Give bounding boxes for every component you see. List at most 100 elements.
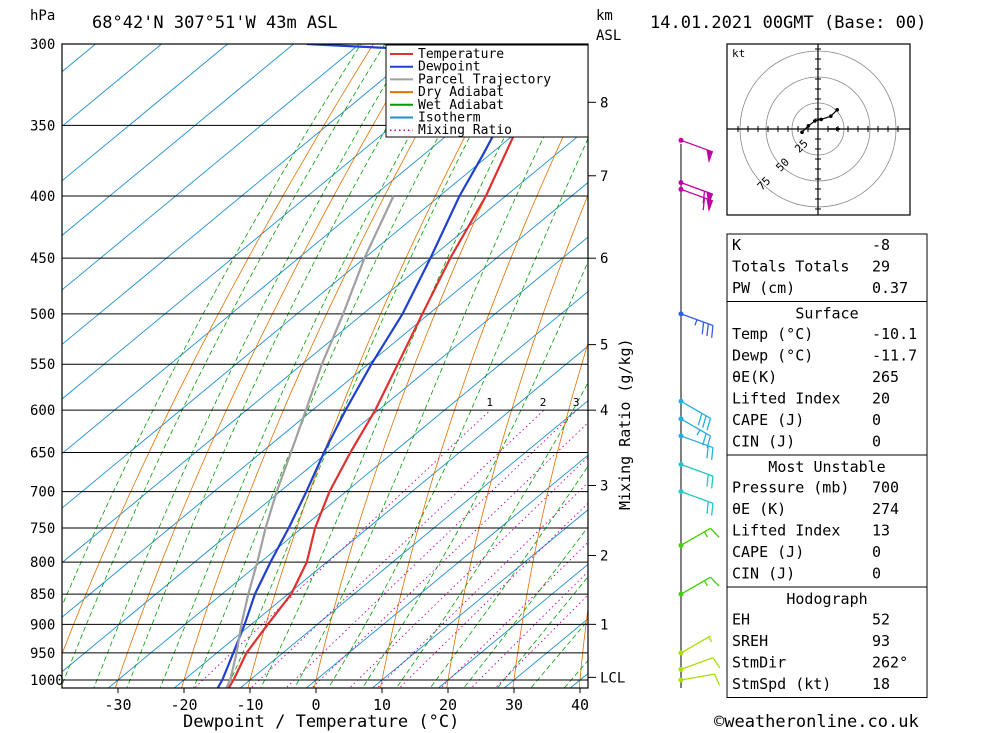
y-tick-label: 500 (30, 307, 55, 323)
wind-barb-full (706, 474, 709, 487)
x-tick-label: -10 (236, 696, 263, 714)
wind-barb (678, 186, 714, 213)
series-parcel-trajectory (225, 195, 395, 688)
wind-barb (678, 489, 714, 516)
wind-barb (678, 180, 714, 206)
table-row-value: 0 (872, 411, 881, 429)
y-tick-label: 700 (30, 485, 55, 501)
table-row-label: CIN (J) (732, 433, 795, 451)
wind-barb (678, 657, 721, 672)
table-row-label: CIN (J) (732, 565, 795, 583)
isotherm-line (371, 509, 588, 688)
pressure-unit-label: hPa (30, 8, 55, 24)
wind-barb-full (711, 447, 714, 460)
table-section-title: Surface (795, 305, 858, 323)
legend-label: Isotherm (418, 111, 481, 126)
y-tick-label: 400 (30, 189, 55, 205)
isotherm-line (305, 454, 588, 688)
wet-adiabat-line (294, 45, 588, 688)
y-tick-label: 300 (30, 37, 55, 53)
plot-grid: 1 2 3 4 6 8 10 15 20 25 (62, 44, 666, 688)
dry-adiabat-line (247, 44, 514, 688)
mixing-ratio-line (348, 456, 588, 688)
mixing-ratio-line (398, 502, 588, 688)
mixing-ratio-label: 8 (659, 396, 666, 409)
wind-barb-full (713, 673, 721, 686)
table-row-label: Dewp (°C) (732, 347, 813, 365)
wet-adiabat-line (126, 44, 435, 688)
table-row-value: 18 (872, 675, 890, 693)
y-tick-label: 600 (30, 403, 55, 419)
table-row-value: -11.7 (872, 347, 917, 365)
wind-barb-staff (680, 463, 714, 477)
table-row-value: 274 (872, 500, 899, 518)
table-row-label: Temp (°C) (732, 325, 813, 343)
x-axis-label: Dewpoint / Temperature (°C) (183, 712, 459, 732)
wind-barb (678, 576, 720, 597)
dry-adiabat-line (578, 605, 588, 688)
wind-barb-staff (680, 188, 714, 202)
table-row-value: 29 (872, 258, 890, 276)
table-row-label: SREH (732, 632, 768, 650)
dry-adiabat-line (446, 193, 588, 688)
table-row-value: 20 (872, 390, 890, 408)
y-tick-label: 1000 (30, 673, 64, 689)
isotherm-line (62, 181, 588, 618)
wind-barb-full (711, 325, 714, 338)
wind-barb (678, 416, 712, 448)
wind-barb-full (702, 197, 706, 211)
mixing-ratio-line (311, 422, 588, 688)
dry-adiabat-line (512, 341, 588, 688)
km-tick-label: 4 (600, 403, 608, 419)
table-row-label: StmDir (732, 654, 786, 672)
x-tick-label: 0 (311, 696, 320, 714)
isotherm-line (62, 236, 588, 673)
wind-barb-full (709, 527, 720, 538)
table-row-value: 52 (872, 611, 890, 629)
table-row-label: CAPE (J) (732, 411, 804, 429)
legend-label: Mixing Ratio (418, 123, 512, 138)
table-row-value: 262° (872, 654, 908, 672)
wet-adiabat-line (62, 44, 386, 687)
y-tick-label: 550 (30, 357, 55, 373)
table-section-box (726, 586, 928, 698)
km-tick-label: 3 (600, 479, 608, 495)
mixing-ratio-line (440, 541, 588, 688)
hodograph-point (835, 108, 839, 112)
table-section-title: Most Unstable (768, 458, 885, 476)
y-tick-label: 950 (30, 646, 55, 662)
wind-barb-full (706, 323, 709, 337)
table-row-value: 700 (872, 479, 899, 497)
table-row-label: StmSpd (kt) (732, 675, 831, 693)
table-row-label: θE(K) (732, 368, 777, 386)
table-row-label: CAPE (J) (732, 543, 804, 561)
hodograph-point (819, 117, 823, 122)
isotherm-line (239, 400, 588, 688)
km-tick-label: 1 (600, 617, 608, 633)
wet-adiabat-line (429, 465, 588, 688)
wind-barb-staff (680, 657, 714, 670)
wind-barb-full (701, 321, 705, 335)
mixing-ratio-line (250, 409, 545, 688)
legend-label: Parcel Trajectory (418, 72, 551, 87)
table-row-label: Lifted Index (732, 390, 840, 408)
table-row-label: θE (K) (732, 500, 786, 518)
hodograph-point (813, 119, 817, 123)
datetime-title: 14.01.2021 00GMT (Base: 00) (650, 13, 926, 33)
isotherm-line (62, 44, 492, 400)
km-unit-sublabel: ASL (596, 28, 621, 44)
wind-barb-full (711, 503, 714, 516)
wind-barb-half (694, 319, 698, 326)
mixing-ratio-label: 3 (573, 396, 580, 409)
wind-barb-full (706, 435, 712, 448)
isotherm-line (107, 290, 588, 688)
table-row-value: 0 (872, 565, 881, 583)
isotherm-line (62, 44, 228, 182)
mixing-ratio-line (193, 409, 491, 688)
wind-barb-full (709, 576, 720, 587)
dry-adiabat-line (62, 44, 374, 655)
dry-adiabat-line (114, 44, 421, 688)
x-tick-label: 20 (439, 696, 457, 714)
